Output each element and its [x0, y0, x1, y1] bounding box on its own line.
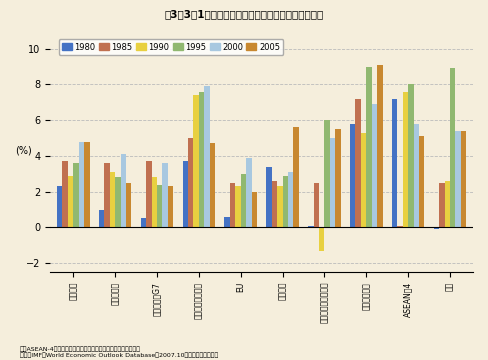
Bar	[450, 68, 455, 228]
Bar	[68, 176, 73, 228]
Bar	[266, 167, 272, 228]
Y-axis label: (%): (%)	[15, 146, 32, 156]
Bar	[141, 219, 146, 228]
Bar	[188, 138, 193, 228]
Bar	[419, 136, 425, 228]
Bar	[377, 65, 383, 228]
Bar	[283, 176, 288, 228]
Bar	[246, 158, 252, 228]
Bar	[434, 228, 439, 229]
Bar	[372, 104, 377, 228]
Bar	[361, 133, 366, 228]
Bar	[408, 85, 413, 228]
Bar	[183, 161, 188, 228]
Bar	[397, 226, 403, 228]
Bar	[403, 91, 408, 228]
Bar	[313, 183, 319, 228]
Bar	[272, 181, 277, 228]
Bar	[235, 186, 241, 228]
Bar	[293, 127, 299, 228]
Bar	[350, 124, 355, 228]
Bar	[73, 163, 79, 228]
Bar	[392, 99, 397, 228]
Bar	[163, 163, 168, 228]
Text: 資料：IMF「World Economic Outlook Database（2007.10）」より環境省作成: 資料：IMF「World Economic Outlook Database（2…	[20, 352, 218, 358]
Text: 注：ASEAN-4は、タイ、インドネシア、マレーシア、フィリピン: 注：ASEAN-4は、タイ、インドネシア、マレーシア、フィリピン	[20, 346, 141, 352]
Bar	[288, 172, 293, 228]
Bar	[366, 67, 372, 228]
Bar	[445, 181, 450, 228]
Bar	[157, 185, 163, 228]
Bar	[121, 154, 126, 228]
Bar	[252, 192, 257, 228]
Bar	[110, 172, 115, 228]
Text: 図3－3－1　世界における地域別の経済成長率の推移: 図3－3－1 世界における地域別の経済成長率の推移	[164, 9, 324, 19]
Bar	[210, 143, 215, 228]
Bar	[224, 217, 230, 228]
Bar	[413, 124, 419, 228]
Bar	[126, 183, 131, 228]
Bar	[308, 226, 313, 228]
Bar	[330, 138, 335, 228]
Bar	[355, 99, 361, 228]
Bar	[99, 210, 104, 228]
Bar	[335, 129, 341, 228]
Bar	[115, 177, 121, 228]
Bar	[79, 141, 84, 228]
Bar	[84, 141, 90, 228]
Bar	[199, 91, 204, 228]
Bar	[104, 163, 110, 228]
Bar	[319, 228, 325, 251]
Bar	[461, 131, 467, 228]
Legend: 1980, 1985, 1990, 1995, 2000, 2005: 1980, 1985, 1990, 1995, 2000, 2005	[59, 39, 283, 55]
Bar	[455, 131, 461, 228]
Bar	[193, 95, 199, 228]
Bar	[62, 161, 68, 228]
Bar	[168, 186, 173, 228]
Bar	[146, 161, 152, 228]
Bar	[57, 186, 62, 228]
Bar	[152, 177, 157, 228]
Bar	[241, 174, 246, 228]
Bar	[277, 186, 283, 228]
Bar	[204, 86, 210, 228]
Bar	[325, 120, 330, 228]
Bar	[230, 183, 235, 228]
Bar	[439, 183, 445, 228]
